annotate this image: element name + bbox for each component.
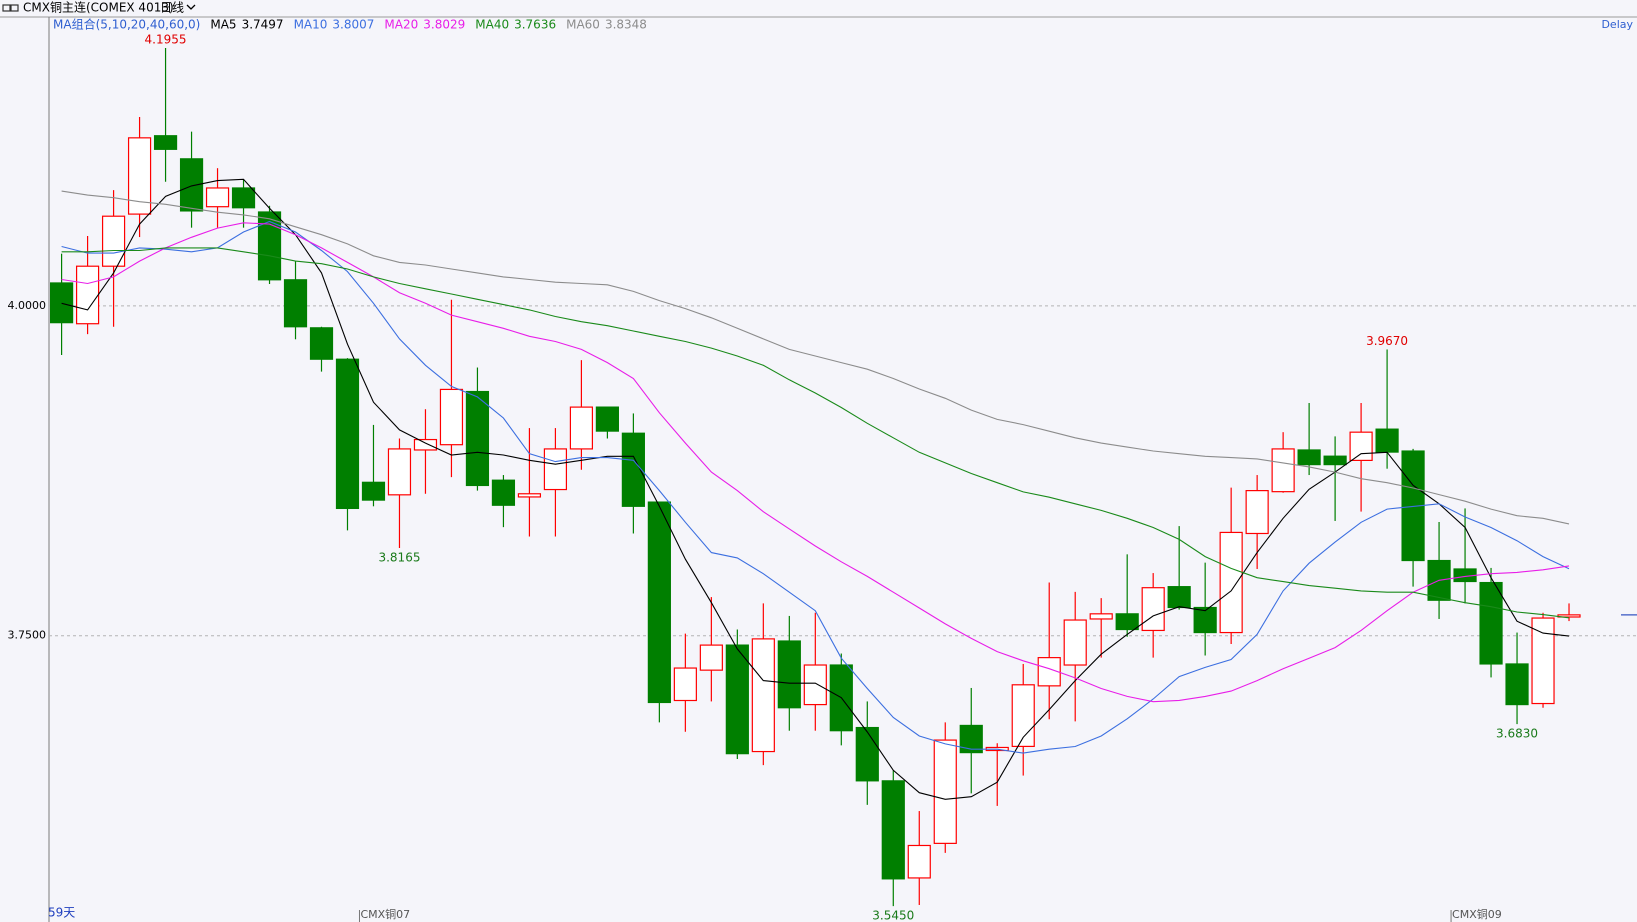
candle-body <box>621 432 645 507</box>
low-label: 3.5450 <box>872 909 914 922</box>
candle-body <box>49 282 74 324</box>
candle-body <box>101 215 126 267</box>
candle-body <box>673 667 697 702</box>
chart-title: CMX铜主连(COMEX 4013) <box>23 0 174 15</box>
day-count: 59天 <box>48 906 75 920</box>
candle-body <box>1089 613 1113 620</box>
status-label: Delay <box>1601 18 1633 31</box>
candle-body <box>1323 455 1347 466</box>
high-label: 4.1955 <box>145 33 187 47</box>
candle-body <box>881 780 905 880</box>
legend-name: MA10 <box>294 18 328 32</box>
candle-body <box>699 644 723 671</box>
candle-body <box>959 724 983 754</box>
candle-body <box>205 187 230 208</box>
candle-body <box>1297 449 1321 466</box>
candle-body <box>543 448 568 491</box>
low-label: 3.8165 <box>378 550 420 564</box>
ma-line <box>61 222 1570 703</box>
candle-body <box>335 358 360 510</box>
ma-line <box>61 190 1570 525</box>
candle-body <box>361 481 386 501</box>
ma-line <box>61 220 1570 754</box>
ma-legend-title: MA组合(5,10,20,40,60,0) <box>53 17 200 32</box>
candle-body <box>751 638 775 753</box>
candle-body <box>257 211 282 281</box>
legend-value: 3.8348 <box>605 18 647 32</box>
legend-value: 3.7497 <box>242 18 284 32</box>
high-label: 3.9670 <box>1366 334 1408 348</box>
candle-body <box>439 388 464 446</box>
legend-name: MA20 <box>384 18 418 32</box>
candle-body <box>1193 606 1217 634</box>
candle-body <box>75 265 100 325</box>
candle-body <box>1141 587 1165 632</box>
candle-body <box>179 158 204 212</box>
candle-body <box>413 438 438 451</box>
candle-body <box>1219 531 1243 634</box>
legend-name: MA40 <box>475 18 509 32</box>
legend-value: 3.8029 <box>423 18 465 32</box>
y-tick-label: 3.7500 <box>8 629 47 642</box>
ma-line <box>61 178 1570 800</box>
candle-body <box>595 406 619 432</box>
candle-body <box>725 644 749 755</box>
low-label: 3.6830 <box>1496 727 1538 741</box>
legend-name: MA60 <box>566 18 600 32</box>
icon-part <box>2 4 11 12</box>
icon-part <box>10 4 19 12</box>
legend-value: 3.7636 <box>514 18 556 32</box>
period-selector[interactable]: 日线 <box>160 1 184 15</box>
candle-body <box>1375 428 1399 453</box>
ma-line <box>61 247 1570 619</box>
candle-body <box>387 448 412 496</box>
candle-body <box>517 493 542 498</box>
candle-body <box>1531 617 1555 705</box>
candle-body <box>309 327 334 360</box>
candle-body <box>153 135 178 150</box>
candle-body <box>1479 581 1503 665</box>
candle-body <box>1037 657 1061 687</box>
candle-body <box>569 406 594 450</box>
candle-body <box>1063 619 1087 666</box>
candle-body <box>231 187 256 209</box>
candle-body <box>1167 586 1191 609</box>
dropdown-chevron[interactable] <box>186 4 196 10</box>
legend-value: 3.8007 <box>332 18 374 32</box>
x-tick-label: CMX铜07 <box>360 907 410 921</box>
candle-body <box>1115 613 1139 631</box>
candle-body <box>283 279 308 328</box>
candle-body <box>1245 490 1269 535</box>
candle-body <box>855 726 879 782</box>
candle-body <box>803 664 827 706</box>
legend-name: MA5 <box>210 18 236 32</box>
y-tick-label: 4.0000 <box>8 299 47 312</box>
x-tick-label: CMX铜09 <box>1452 907 1502 921</box>
candle-body <box>1349 431 1373 461</box>
candle-body <box>1271 448 1295 493</box>
candle-body <box>465 390 490 487</box>
candle-body <box>491 479 516 506</box>
candle-body <box>777 640 801 709</box>
candle-body <box>907 844 931 879</box>
candle-body <box>647 501 671 704</box>
app-icon <box>2 4 19 12</box>
candle-body <box>933 739 957 844</box>
candle-body <box>1505 663 1529 706</box>
candle-body <box>127 137 152 215</box>
